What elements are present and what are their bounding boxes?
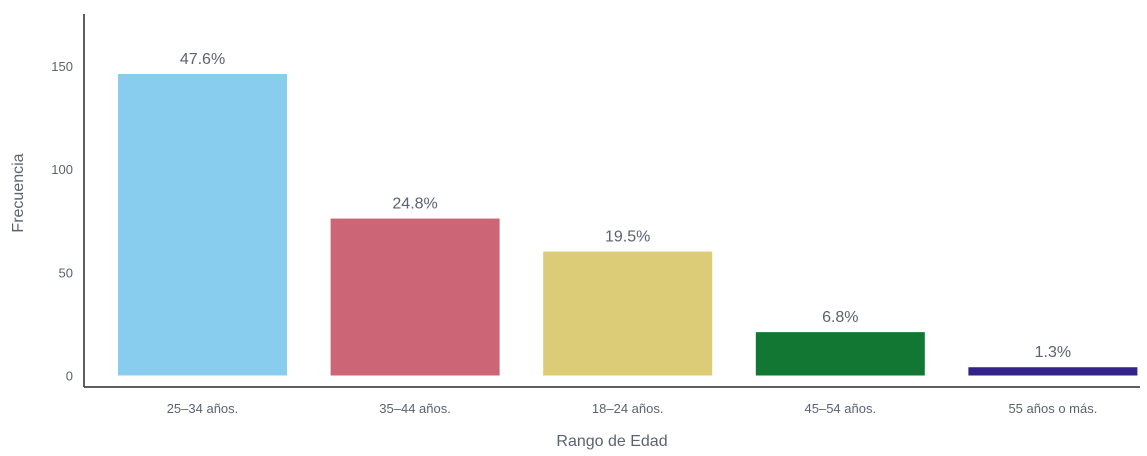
x-tick-label: 55 años o más.: [1008, 401, 1097, 416]
bar: [543, 251, 713, 376]
bar: [330, 218, 500, 376]
x-tick-label: 35–44 años.: [379, 401, 451, 416]
y-tick-label: 0: [66, 369, 73, 384]
bar-value-label: 6.8%: [822, 309, 858, 326]
bar-value-label: 1.3%: [1035, 344, 1071, 361]
y-axis-ticks: 0 50 100 150: [51, 59, 73, 384]
y-tick-label: 150: [51, 59, 73, 74]
x-tick-label: 25–34 años.: [167, 401, 239, 416]
y-axis-title: Frecuencia: [10, 153, 27, 232]
bars-group: [118, 74, 1138, 376]
bar-value-label: 24.8%: [392, 196, 437, 213]
bar: [968, 367, 1138, 376]
x-axis-ticks: 25–34 años. 35–44 años. 18–24 años. 45–54 a…: [167, 401, 1098, 416]
x-axis-title: Rango de Edad: [556, 433, 667, 450]
y-tick-label: 50: [59, 265, 73, 280]
bar-value-label: 47.6%: [180, 51, 225, 68]
y-tick-label: 100: [51, 162, 73, 177]
data-labels-group: 47.6% 24.8% 19.5% 6.8% 1.3%: [180, 51, 1071, 361]
bar: [118, 74, 287, 376]
x-tick-label: 45–54 años.: [805, 401, 877, 416]
bar: [755, 332, 925, 376]
x-tick-label: 18–24 años.: [592, 401, 664, 416]
bar-value-label: 19.5%: [605, 229, 650, 246]
